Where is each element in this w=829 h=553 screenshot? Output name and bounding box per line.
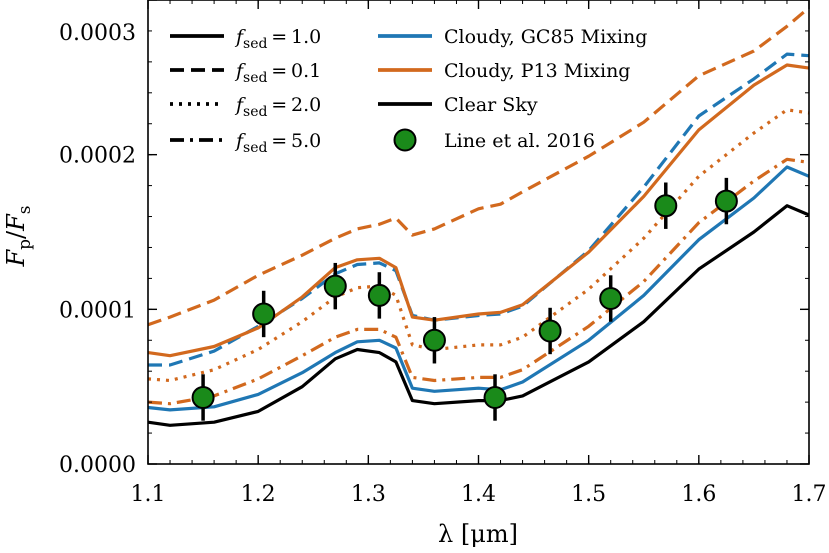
y-tick-label-1: 0.0001 — [59, 298, 136, 323]
x-tick-label-4: 1.5 — [571, 482, 606, 507]
y-axis-label: Fp/Fs — [2, 205, 35, 267]
y-tick-label-0: 0.0000 — [59, 453, 136, 478]
x-tick-label-6: 1.7 — [792, 482, 827, 507]
legend-marker-3 — [393, 128, 417, 152]
legend: fsed = 1.0 fsed = 0.1 fsed = 2.0 fsed = 5.0… — [170, 26, 647, 156]
series-line-5 — [147, 157, 810, 406]
legend-style-label-2: fsed = 2.0 — [234, 94, 321, 120]
observation-points — [191, 177, 738, 421]
legend-model-label-2: Clear Sky — [444, 94, 538, 116]
x-axis-label: λ [μm] — [438, 520, 518, 548]
data-point-6 — [538, 319, 562, 343]
y-tick-label-3: 0.0003 — [59, 21, 136, 46]
y-tick-label-2: 0.0002 — [59, 144, 136, 169]
x-tick-label-0: 1.1 — [131, 482, 166, 507]
legend-model-label-1: Cloudy, P13 Mixing — [444, 60, 630, 82]
series-line-0 — [147, 165, 810, 412]
legend-style-label-0: fsed = 1.0 — [234, 26, 321, 52]
data-point-7 — [599, 287, 623, 311]
x-tick-label-1: 1.2 — [241, 482, 276, 507]
legend-model-label-3: Line et al. 2016 — [444, 130, 595, 152]
data-point-5 — [483, 385, 507, 409]
data-point-1 — [252, 302, 276, 326]
data-point-3 — [367, 283, 391, 307]
data-point-9 — [714, 189, 738, 213]
series-line-3 — [147, 6, 811, 327]
axis-ticks: 1.1 1.2 1.3 1.4 1.5 1.6 1.7 0.0000 0.0001 0.0002 0… — [59, 0, 827, 507]
data-point-4 — [422, 328, 446, 352]
data-point-2 — [323, 274, 347, 298]
legend-style-label-1: fsed = 0.1 — [234, 60, 321, 86]
x-tick-label-5: 1.6 — [681, 482, 716, 507]
legend-model-label-0: Cloudy, GC85 Mixing — [444, 26, 647, 48]
x-tick-label-3: 1.4 — [461, 482, 496, 507]
data-point-0 — [191, 385, 215, 409]
legend-style-label-3: fsed = 5.0 — [234, 130, 321, 156]
x-tick-label-2: 1.3 — [351, 482, 386, 507]
data-point-8 — [654, 194, 678, 218]
series-line-6 — [147, 204, 810, 427]
